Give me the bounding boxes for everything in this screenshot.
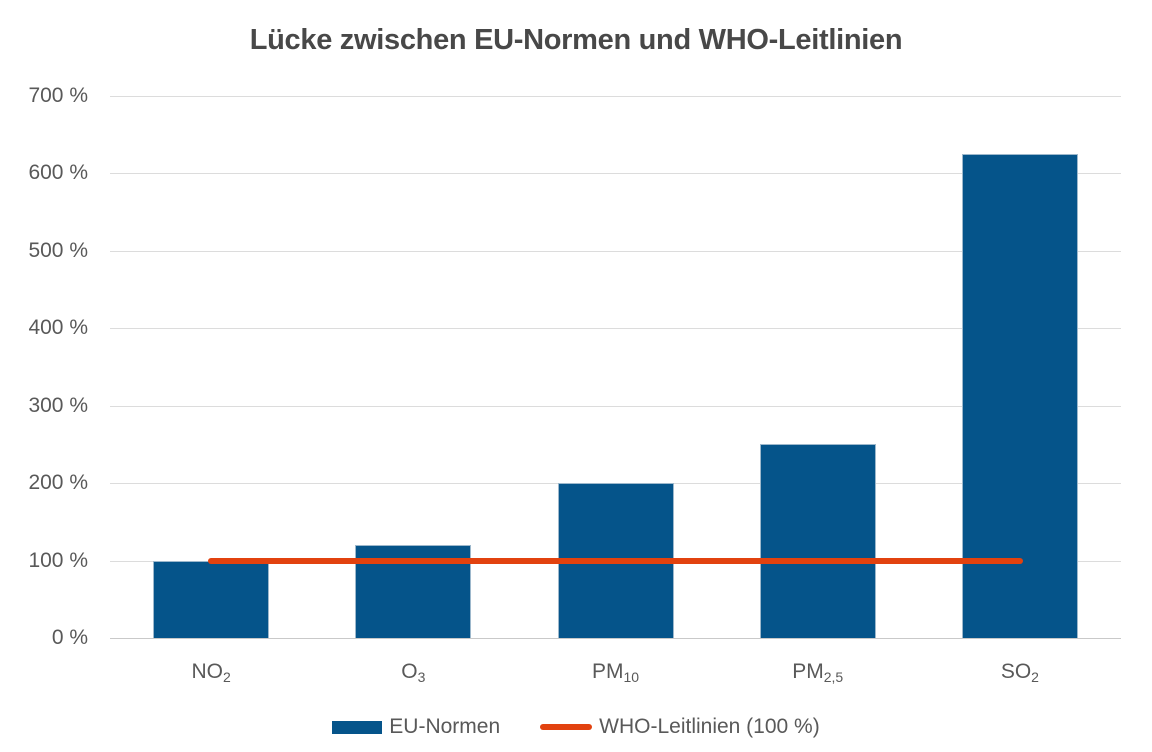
gridline-400 xyxy=(110,328,1121,330)
gridline-300 xyxy=(110,405,1121,407)
gridline-700 xyxy=(110,96,1121,97)
legend-label-who-leitlinien: WHO-Leitlinien (100 %) xyxy=(599,715,820,738)
bar-no2 xyxy=(153,560,270,638)
plot-area xyxy=(110,96,1121,639)
y-tick-label-200: 200 % xyxy=(28,471,88,495)
chart-title: Lücke zwischen EU-Normen und WHO-Leitlin… xyxy=(249,24,903,56)
y-tick-label-400: 400 % xyxy=(28,316,88,340)
y-axis-labels: 0 % 100 % 200 % 300 % 400 % 500 % 600 % 700 % xyxy=(0,84,88,649)
y-tick-label-100: 100 % xyxy=(28,548,88,572)
bar-so2 xyxy=(961,154,1078,638)
who-leitlinien-line-swatch-icon xyxy=(540,724,593,730)
x-axis-baseline xyxy=(110,638,1121,639)
x-tick-label-pm10: PM10 xyxy=(591,660,640,686)
x-axis-labels: NO2 O3 PM10 PM2,5 SO2 xyxy=(110,638,1121,686)
x-tick-label-o3: O3 xyxy=(401,660,426,686)
x-tick-label-so2: SO2 xyxy=(1000,660,1039,686)
eu-normen-bar-swatch-icon xyxy=(332,720,383,734)
legend-label-eu-normen: EU-Normen xyxy=(389,715,501,738)
who-guideline-line xyxy=(208,557,1023,564)
y-tick-label-600: 600 % xyxy=(28,161,88,185)
legend-item-who-leitlinien: WHO-Leitlinien (100 %) xyxy=(540,715,820,739)
bar-pm25 xyxy=(759,444,876,638)
gridline-600 xyxy=(110,173,1121,175)
y-tick-label-300: 300 % xyxy=(28,393,88,417)
y-tick-label-500: 500 % xyxy=(28,238,88,262)
legend: EU-Normen WHO-Leitlinien (100 %) xyxy=(0,712,1152,742)
y-tick-label-700: 700 % xyxy=(28,84,88,107)
x-tick-label-pm25: PM2,5 xyxy=(792,660,844,686)
legend-item-eu-normen: EU-Normen xyxy=(332,715,500,739)
gridline-500 xyxy=(110,250,1121,252)
y-tick-label-0: 0 % xyxy=(51,626,88,649)
x-tick-label-no2: NO2 xyxy=(191,660,231,686)
